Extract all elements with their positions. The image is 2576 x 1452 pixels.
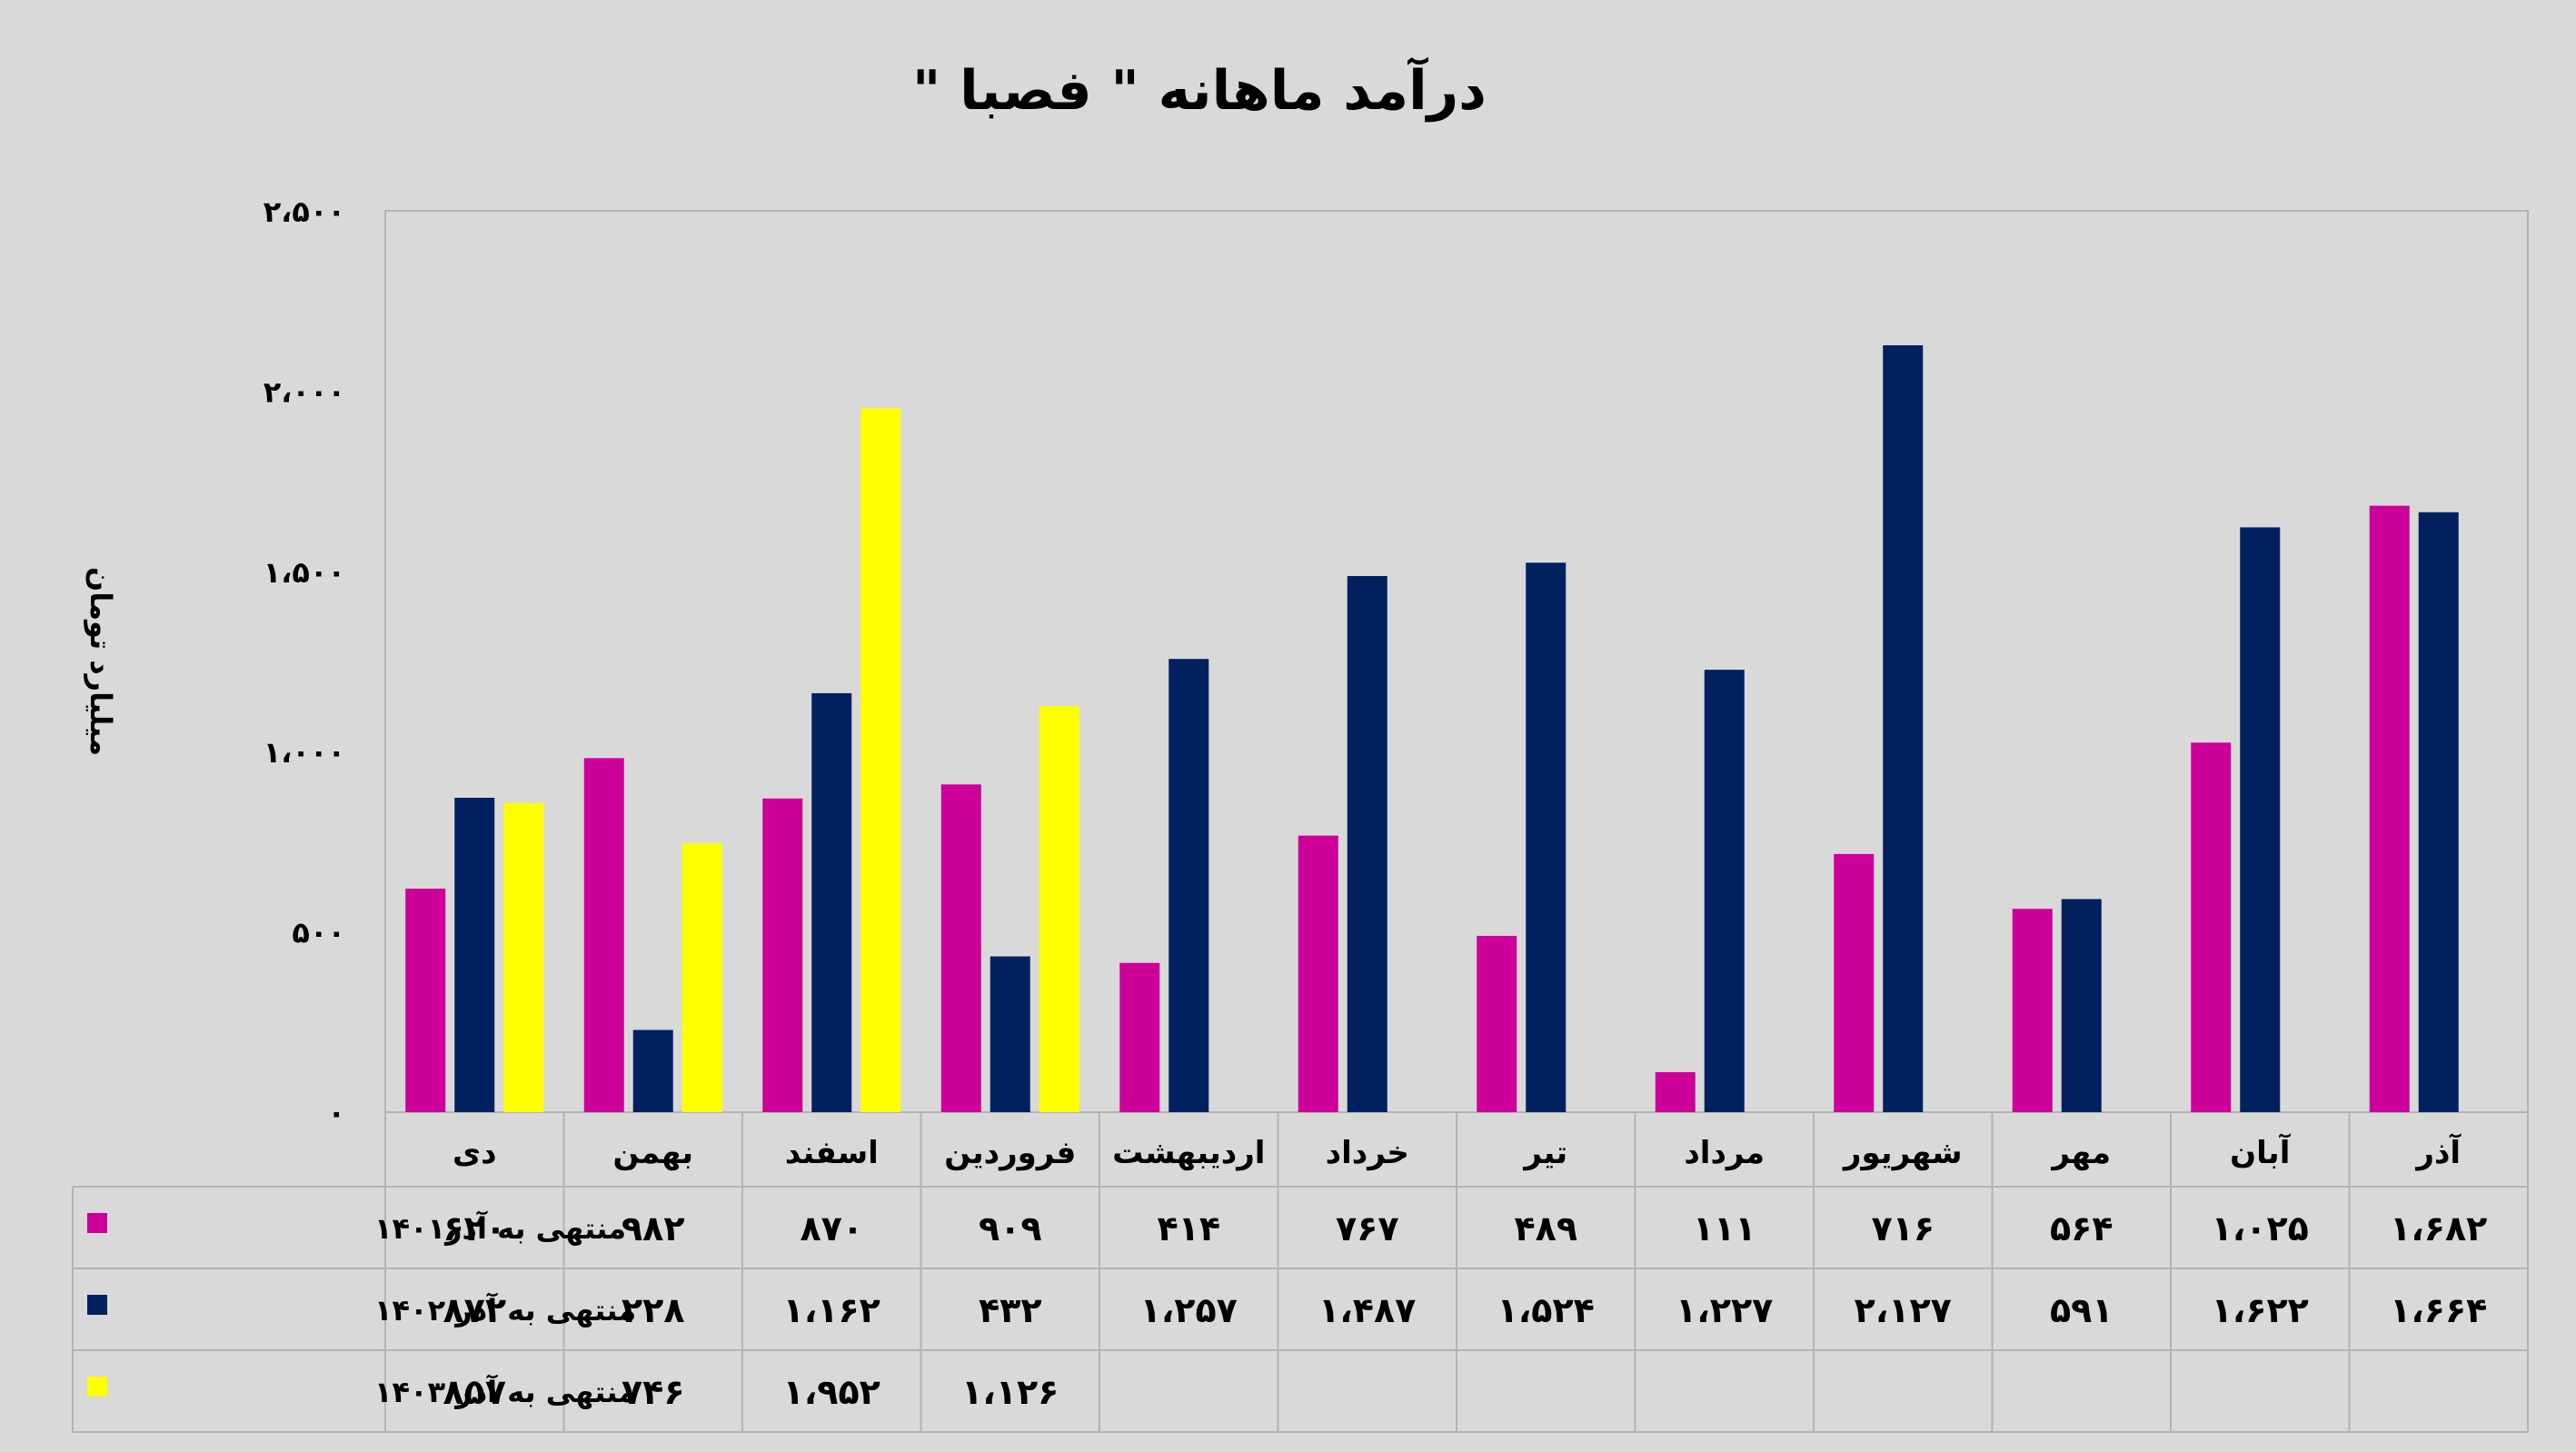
category-label: اردیبهشت (1112, 1135, 1265, 1171)
bar-series-1 (2012, 909, 2053, 1112)
bar-series-1 (1298, 835, 1338, 1112)
table-cell-value: ۸۷۲ (443, 1290, 506, 1330)
bar-series-3 (681, 842, 722, 1112)
bar-series-2 (2418, 512, 2459, 1112)
table-cell-value: ۱،۶۲۲ (2212, 1290, 2309, 1330)
category-label: دی (453, 1135, 497, 1171)
category-label: مهر (2050, 1135, 2111, 1171)
table-cell-value: ۴۸۹ (1514, 1208, 1577, 1248)
bar-series-3 (1039, 706, 1079, 1112)
y-tick-label: ۵۰۰ (292, 916, 345, 950)
bar-series-1 (405, 888, 446, 1112)
table-cell-value: ۱،۶۸۲ (2390, 1208, 2487, 1248)
category-label: آذر (2414, 1133, 2462, 1171)
category-label: شهریور (1842, 1135, 1963, 1171)
legend-label: منتهی به آذر ۱۴۰۳ (374, 1374, 636, 1409)
y-axis-label: میلیارد تومان (84, 567, 118, 756)
bar-series-1 (940, 784, 981, 1112)
table-cell-value: ۴۳۲ (979, 1290, 1042, 1330)
bar-series-2 (1883, 345, 1924, 1112)
table-cell-value: ۱،۱۲۶ (961, 1372, 1059, 1412)
bar-series-3 (860, 408, 901, 1112)
y-tick-label: ۱،۵۰۰ (264, 555, 345, 590)
table-cell-value: ۷۶۷ (1336, 1208, 1399, 1248)
bar-series-2 (454, 797, 495, 1112)
table-cell-value: ۹۰۹ (979, 1208, 1042, 1248)
legend-swatch (87, 1295, 107, 1315)
table-cell-value: ۱،۲۲۷ (1676, 1290, 1773, 1330)
category-label: خرداد (1326, 1135, 1409, 1171)
y-tick-label: ۲،۰۰۰ (264, 374, 345, 409)
category-labels: دی بهمن اسفند فروردین اردیبهشت خرداد تیر مرداد ش… (453, 1133, 2462, 1171)
bar-series-1 (2369, 505, 2410, 1112)
bar-series-1 (1834, 853, 1875, 1112)
bar-series-2 (990, 956, 1030, 1112)
bar-series-1 (1119, 962, 1160, 1112)
y-tick-label: ۲،۵۰۰ (264, 194, 345, 229)
bar-series-2 (1347, 575, 1387, 1112)
bar-series-1 (1477, 935, 1517, 1112)
table-cell-value: ۸۵۷ (443, 1372, 506, 1412)
bar-series-2 (2240, 527, 2281, 1112)
bar-series-2 (1169, 659, 1209, 1112)
category-label: فروردین (944, 1135, 1076, 1171)
table-cell-value: ۵۶۴ (2050, 1208, 2114, 1248)
bars (405, 345, 2459, 1112)
bar-series-2 (1704, 670, 1745, 1112)
category-label: آبان (2230, 1133, 2292, 1171)
table-cell-value: ۱،۶۶۴ (2390, 1290, 2487, 1330)
table-cell-value: ۸۷۰ (800, 1208, 863, 1248)
table-cell-value: ۱،۹۵۲ (783, 1372, 880, 1412)
legend-swatch (87, 1377, 107, 1397)
category-label: تیر (1522, 1135, 1567, 1171)
legend-label: منتهی به آذر۱۴۰۱ (374, 1210, 626, 1246)
bar-series-2 (632, 1029, 673, 1112)
table-cell-value: ۷۱۶ (1871, 1208, 1934, 1248)
table-cell-value: ۱،۱۶۲ (783, 1290, 880, 1330)
table-grid (72, 210, 2529, 1433)
y-tick-label: ۱،۰۰۰ (264, 735, 345, 770)
table-cell-value: ۱،۵۲۴ (1497, 1290, 1595, 1330)
table-cell-value: ۱،۴۸۷ (1318, 1290, 1416, 1330)
y-axis-ticks: ۰ ۵۰۰ ۱،۰۰۰ ۱،۵۰۰ ۲،۰۰۰ ۲،۵۰۰ (264, 194, 345, 1130)
y-tick-label: ۰ (327, 1096, 345, 1130)
bar-series-3 (503, 802, 544, 1112)
bar-series-2 (1526, 562, 1566, 1112)
table-cell-value: ۱،۲۵۷ (1140, 1290, 1238, 1330)
bar-series-2 (2061, 899, 2102, 1112)
table-cell-value: ۵۹۱ (2050, 1290, 2114, 1330)
table-cell-value: ۴۱۴ (1157, 1208, 1220, 1248)
bar-series-1 (762, 798, 803, 1112)
category-label: اسفند (785, 1135, 879, 1171)
table-cell-value: ۱،۰۲۵ (2212, 1208, 2309, 1248)
table-cell-value: ۷۴۶ (622, 1372, 685, 1412)
bar-series-1 (583, 758, 624, 1112)
legend-swatch (87, 1213, 107, 1233)
table-cell-value: ۲۲۸ (622, 1290, 685, 1330)
legend-label: منتهی به آذر ۱۴۰۲ (374, 1292, 636, 1328)
category-label: مرداد (1684, 1135, 1765, 1171)
bar-series-1 (1655, 1071, 1696, 1112)
bar-series-2 (811, 692, 852, 1112)
table-cell-value: ۹۸۲ (622, 1208, 685, 1248)
bar-series-1 (2191, 742, 2232, 1112)
table-cell-value: ۱۱۱ (1693, 1208, 1756, 1248)
category-label: بهمن (612, 1135, 693, 1171)
chart-title: درآمد ماهانه " فصبا " (912, 56, 1487, 123)
table-cell-value: ۶۲۰ (443, 1208, 506, 1248)
table-cell-value: ۲،۱۲۷ (1855, 1290, 1952, 1330)
